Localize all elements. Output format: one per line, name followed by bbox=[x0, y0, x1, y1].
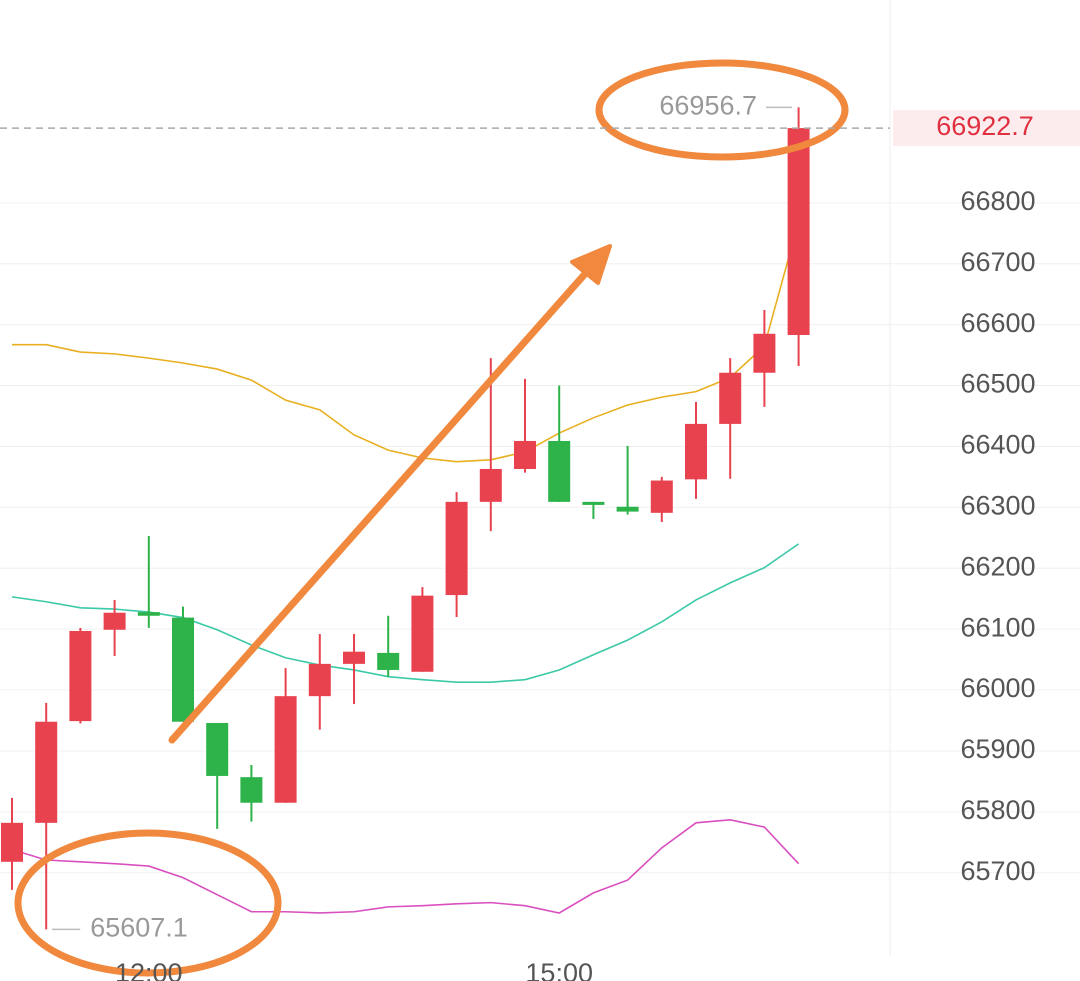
candle-body bbox=[69, 630, 92, 722]
candle-body bbox=[343, 651, 365, 664]
y-tick-label: 66300 bbox=[960, 490, 1035, 520]
candle-body bbox=[685, 423, 707, 480]
y-tick-label: 66000 bbox=[960, 673, 1035, 703]
candle-body bbox=[137, 612, 160, 616]
trend-arrow-head bbox=[570, 244, 612, 285]
candle-body bbox=[753, 333, 776, 373]
y-tick-label: 66800 bbox=[960, 186, 1035, 216]
low-highlight bbox=[14, 829, 282, 977]
candle-body bbox=[787, 128, 810, 335]
annotations bbox=[14, 59, 849, 977]
candle-body bbox=[514, 440, 536, 469]
band-line bbox=[11, 543, 800, 683]
y-tick-label: 65800 bbox=[960, 795, 1035, 825]
last-price-label: 66922.7 bbox=[936, 111, 1034, 141]
y-tick-label: 65900 bbox=[960, 734, 1035, 764]
x-tick-label: 12:00 bbox=[115, 958, 183, 981]
y-tick-label: 66500 bbox=[960, 369, 1035, 399]
low-label: 65607.1 bbox=[90, 912, 188, 942]
y-tick-label: 65700 bbox=[960, 856, 1035, 886]
candle-body bbox=[377, 652, 400, 670]
candle-body bbox=[479, 468, 502, 502]
trend-arrow bbox=[168, 262, 596, 744]
plot bbox=[0, 107, 1080, 930]
y-tick-label: 66100 bbox=[960, 612, 1035, 642]
candle-body bbox=[548, 440, 571, 502]
candle-body bbox=[719, 372, 742, 424]
candle-body bbox=[616, 506, 639, 512]
candle-body bbox=[411, 595, 434, 672]
candle-body bbox=[274, 696, 297, 803]
candle-body bbox=[103, 612, 126, 630]
candle-body bbox=[650, 480, 673, 513]
y-tick-label: 66700 bbox=[960, 247, 1035, 277]
candle-body bbox=[1, 822, 23, 862]
candle-body bbox=[172, 617, 194, 722]
y-tick-label: 66200 bbox=[960, 551, 1035, 581]
candle-body bbox=[35, 721, 58, 823]
candle-body bbox=[308, 663, 331, 697]
candle-body bbox=[206, 722, 229, 776]
y-tick-label: 66600 bbox=[960, 308, 1035, 338]
y-tick-label: 66400 bbox=[960, 430, 1035, 460]
x-tick-label: 15:00 bbox=[525, 958, 593, 981]
candle-body bbox=[582, 501, 605, 505]
high-label: 66956.7 bbox=[659, 91, 757, 121]
last-price-tag bbox=[893, 110, 1080, 147]
candle-body bbox=[240, 777, 263, 803]
high-highlight bbox=[595, 59, 849, 161]
band-line bbox=[11, 818, 800, 914]
band-line bbox=[12, 221, 800, 463]
candle-body bbox=[445, 501, 468, 596]
